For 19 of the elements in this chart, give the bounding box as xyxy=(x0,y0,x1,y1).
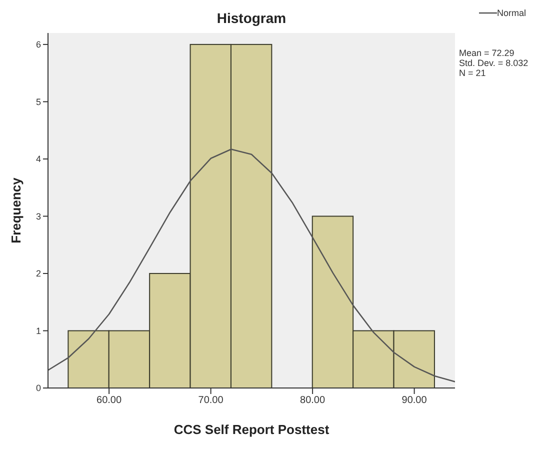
y-tick-label: 1 xyxy=(36,326,41,336)
x-tick-label: 80.00 xyxy=(300,395,326,406)
text: Std. Dev. = 8.032 xyxy=(459,58,528,68)
chart-title: Histogram xyxy=(216,10,288,26)
text: Mean = 72.29 xyxy=(459,48,516,58)
y-tick-label: 5 xyxy=(36,96,41,107)
y-tick-label: 6 xyxy=(36,40,41,50)
x-tick-label: 90.00 xyxy=(402,395,428,406)
y-axis-title: Frequency xyxy=(8,176,24,244)
x-tick-label: 70.00 xyxy=(198,395,224,406)
legend-label: Normal xyxy=(496,8,526,18)
y-tick-label: 0 xyxy=(36,383,41,394)
x-axis-title: CCS Self Report Posttest xyxy=(174,422,330,437)
x-tick-label: 60.00 xyxy=(96,395,122,406)
y-tick-label: 2 xyxy=(36,268,41,279)
y-tick-label: 3 xyxy=(36,211,41,222)
text: N = 21 xyxy=(459,68,487,78)
y-tick-label: 4 xyxy=(36,154,41,164)
line-series xyxy=(48,148,455,382)
